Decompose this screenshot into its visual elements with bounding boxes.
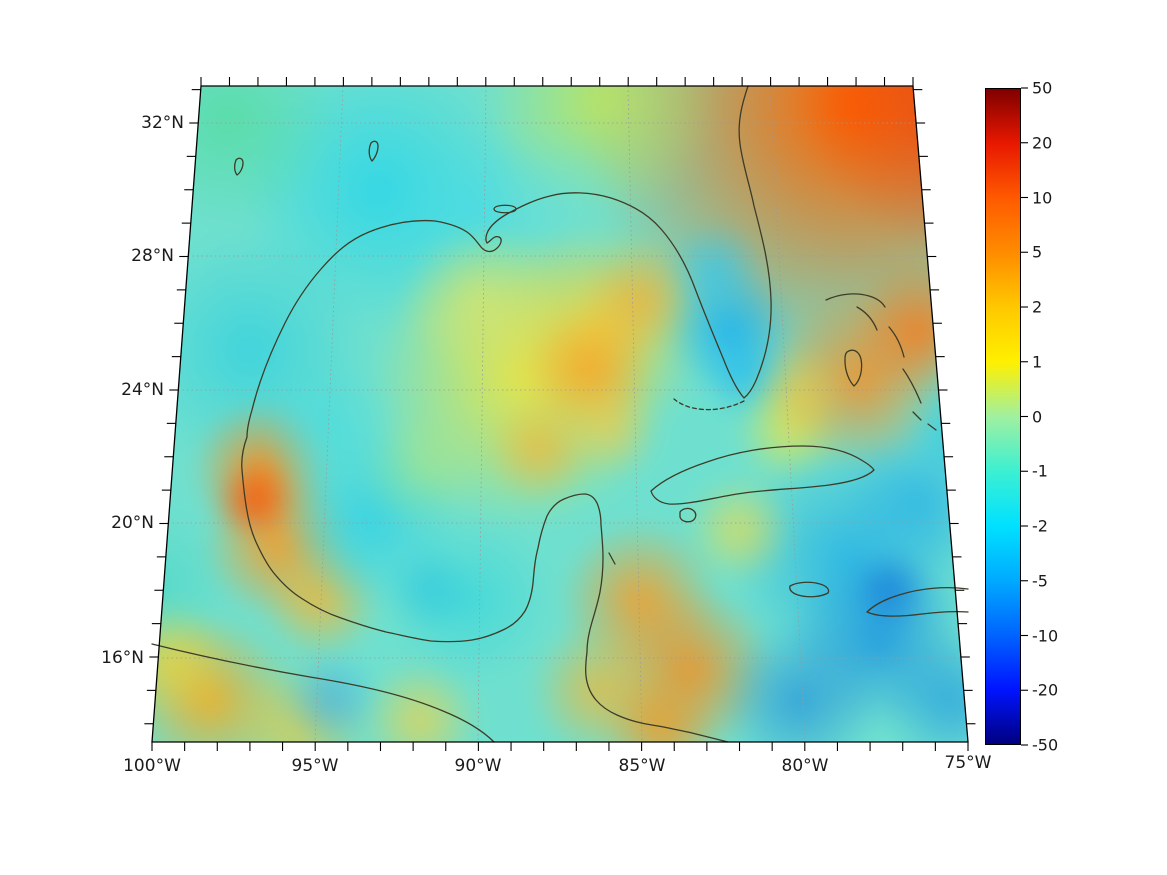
colorbar-tick-label: -20 xyxy=(1032,680,1059,700)
colorbar xyxy=(985,88,1021,745)
colorbar-tick-label: -2 xyxy=(1032,516,1048,536)
lon-tick-label: 75°W xyxy=(944,753,992,773)
colorbar-tick-label: 20 xyxy=(1032,133,1053,153)
lon-tick-label: 90°W xyxy=(454,756,502,776)
colorbar-tick-label: -1 xyxy=(1032,461,1048,481)
lon-tick-label: 80°W xyxy=(781,756,829,776)
colorbar-tick-label: 1 xyxy=(1032,352,1043,372)
lon-tick-label: 100°W xyxy=(123,756,181,776)
lon-tick-label: 95°W xyxy=(291,756,339,776)
colorbar-tick-label: -50 xyxy=(1032,735,1059,755)
lat-tick-label: 16°N xyxy=(101,648,144,668)
lon-tick-label: 85°W xyxy=(618,756,666,776)
colorbar-tick-label: 10 xyxy=(1032,188,1053,207)
colorbar-tick-label: -10 xyxy=(1032,626,1059,645)
lat-tick-label: 28°N xyxy=(131,246,174,266)
colorbar-tick-label: 0 xyxy=(1032,407,1043,426)
colorbar-tick-label: 2 xyxy=(1032,297,1043,317)
colorbar-tick-label: 5 xyxy=(1032,242,1043,262)
lat-tick-label: 32°N xyxy=(141,113,184,133)
colorbar-tick-label: -5 xyxy=(1032,571,1048,591)
colorbar-tick-label: 50 xyxy=(1032,78,1053,98)
field-heatmap-canvas xyxy=(152,86,968,742)
lat-tick-label: 20°N xyxy=(111,513,154,533)
lat-tick-label: 24°N xyxy=(121,380,164,400)
map-plot-area xyxy=(152,86,968,742)
